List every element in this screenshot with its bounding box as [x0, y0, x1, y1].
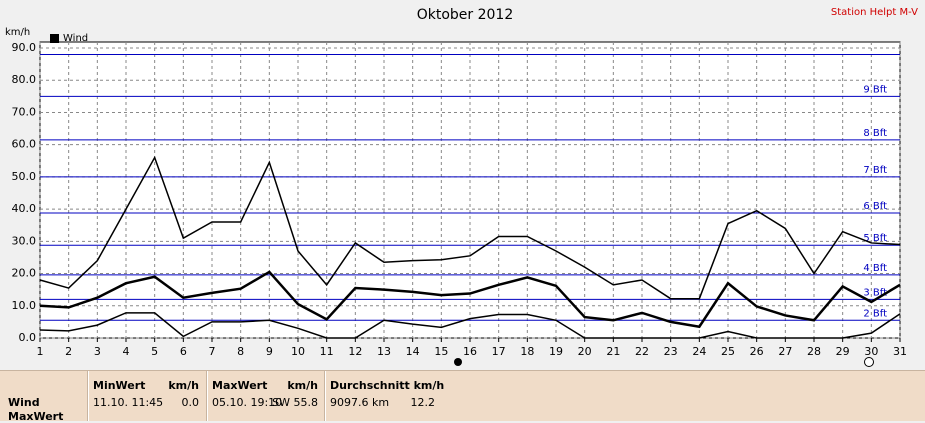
- x-tick-label: 16: [463, 345, 477, 358]
- col-header: MinWert: [93, 379, 146, 392]
- x-tick-label: 14: [406, 345, 420, 358]
- x-tick-label: 6: [180, 345, 187, 358]
- x-tick-label: 10: [291, 345, 305, 358]
- x-tick-label: 11: [320, 345, 334, 358]
- moon-full: [864, 357, 874, 367]
- station: Station Helpt M-V: [831, 7, 918, 18]
- y-tick-label: 80.0: [12, 73, 37, 86]
- y-tick-label: 0.0: [19, 331, 37, 344]
- x-tick-label: 23: [664, 345, 678, 358]
- cell-time: 9097.6 km: [330, 396, 390, 409]
- cell-time: 05.10. 19:10: [212, 396, 283, 409]
- col-header: Durchschnitt km/h: [330, 379, 445, 392]
- x-tick-label: 31: [893, 345, 907, 358]
- separator: [324, 371, 326, 421]
- beaufort-label: 6 Bft: [863, 201, 887, 212]
- wind-line: [39, 312, 901, 339]
- y-tick-label: 30.0: [12, 234, 37, 247]
- separator: [87, 371, 89, 421]
- x-tick-label: 26: [750, 345, 764, 358]
- beaufort-label: 7 Bft: [863, 165, 887, 176]
- x-tick-label: 12: [348, 345, 362, 358]
- cell-time: 11.10. 11:45: [93, 396, 164, 409]
- chart-title: Oktober 2012: [417, 7, 514, 23]
- x-tick-label: 18: [520, 345, 534, 358]
- cell-value: 12.2: [410, 396, 436, 409]
- x-tick-label: 13: [377, 345, 391, 358]
- summary-panel: Wind MaxWert MinWert km/h 11.10. 11:45 0.0 Max…: [0, 370, 925, 423]
- x-tick-label: 9: [266, 345, 273, 358]
- x-tick-label: 21: [606, 345, 620, 358]
- x-tick-label: 19: [549, 345, 563, 358]
- col-unit: km/h: [287, 379, 318, 392]
- x-tick-label: 3: [94, 345, 101, 358]
- x-tick-label: 29: [836, 345, 850, 358]
- beaufort-label: 8 Bft: [863, 128, 887, 139]
- wind-line: [39, 270, 901, 329]
- beaufort-label: 5 Bft: [863, 233, 887, 244]
- x-tick-label: 25: [721, 345, 735, 358]
- x-tick-label: 15: [434, 345, 448, 358]
- legend-swatch: [50, 34, 59, 43]
- x-tick-label: 7: [209, 345, 216, 358]
- x-tick-label: 1: [37, 345, 44, 358]
- beaufort-label: 4 Bft: [863, 263, 887, 274]
- y-tick-label: 70.0: [12, 105, 37, 118]
- separator: [206, 371, 208, 421]
- x-tick-label: 4: [123, 345, 130, 358]
- beaufort-label: 9 Bft: [863, 84, 887, 95]
- y-tick-label: 40.0: [12, 202, 37, 215]
- x-tick-label: 8: [237, 345, 244, 358]
- moon-new: [454, 358, 462, 366]
- x-tick-label: 24: [692, 345, 706, 358]
- y-tick-label: 50.0: [12, 170, 37, 183]
- chart: Oktober 2012 Station Helpt M-V km/h 0.01…: [5, 7, 918, 367]
- cell-value: 0.0: [181, 396, 200, 409]
- col-header: MaxWert: [212, 379, 268, 392]
- y-tick-label: 60.0: [12, 138, 37, 151]
- x-tick-label: 20: [578, 345, 592, 358]
- x-tick-label: 2: [65, 345, 72, 358]
- wind-line: [39, 155, 901, 300]
- row-label: Wind: [8, 396, 40, 409]
- x-tick-label: 22: [635, 345, 649, 358]
- x-tick-label: 27: [778, 345, 792, 358]
- x-tick-label: 30: [864, 345, 878, 358]
- y-tick-label: 10.0: [12, 299, 37, 312]
- y-label: km/h: [5, 27, 30, 38]
- y-tick-label: 20.0: [12, 267, 37, 280]
- x-tick-label: 17: [492, 345, 506, 358]
- beaufort-label: 2 Bft: [863, 308, 887, 319]
- y-tick-label: 90.0: [12, 41, 37, 54]
- beaufort-label: 3 Bft: [863, 287, 887, 298]
- col-unit: km/h: [168, 379, 199, 392]
- cell-value: SW 55.8: [272, 396, 318, 409]
- row-label: MaxWert: [8, 410, 64, 423]
- x-tick-label: 5: [151, 345, 158, 358]
- legend-label: Wind: [63, 33, 88, 44]
- x-tick-label: 28: [807, 345, 821, 358]
